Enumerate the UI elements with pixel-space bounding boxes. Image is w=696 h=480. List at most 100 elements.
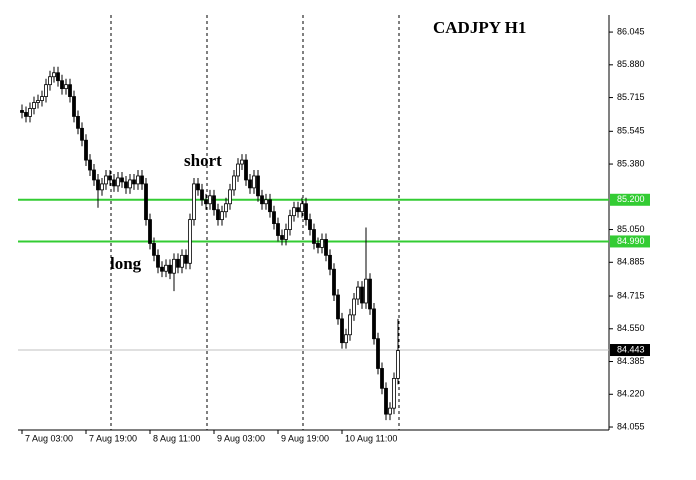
- candle-body: [368, 278, 372, 310]
- candle-body: [148, 219, 152, 244]
- candle-body: [36, 100, 40, 103]
- candle-body: [272, 211, 276, 224]
- candle-body: [144, 183, 148, 221]
- annotation: short: [184, 151, 222, 170]
- candle-body: [100, 183, 104, 191]
- candle-body: [56, 72, 60, 82]
- candle-body: [92, 169, 96, 181]
- candle-body: [332, 268, 336, 296]
- candle-body: [140, 175, 144, 185]
- candle-body: [104, 175, 108, 185]
- x-tick-label: 7 Aug 19:00: [89, 433, 137, 443]
- candle-body: [84, 139, 88, 161]
- chart-title: CADJPY H1: [433, 18, 526, 37]
- candle-body: [324, 239, 328, 256]
- candle-body: [164, 264, 168, 272]
- candle-body: [108, 175, 112, 181]
- candle-body: [72, 96, 76, 117]
- candle-body: [384, 387, 388, 415]
- y-tick-label: 84.885: [617, 257, 645, 267]
- candle-body: [268, 199, 272, 213]
- candle-body: [40, 96, 44, 101]
- candle-body: [212, 195, 216, 211]
- candle-body: [220, 211, 224, 221]
- x-tick-label: 9 Aug 03:00: [217, 433, 265, 443]
- candle-body: [192, 183, 196, 221]
- candle-body: [340, 318, 344, 344]
- candle-body: [76, 116, 80, 129]
- candle-body: [236, 163, 240, 177]
- candle-body: [276, 223, 280, 236]
- candle-body: [244, 159, 248, 181]
- candle-body: [224, 203, 228, 213]
- y-tick-label: 85.050: [617, 224, 645, 234]
- candle-body: [376, 338, 380, 369]
- candle-body: [32, 102, 36, 109]
- candle-body: [312, 229, 316, 244]
- level-label: 85.200: [617, 194, 645, 204]
- candle-body: [380, 368, 384, 389]
- candle-body: [260, 195, 264, 205]
- candle-body: [128, 179, 132, 189]
- candle-body: [304, 203, 308, 221]
- candle-body: [136, 175, 140, 185]
- candle-body: [80, 127, 84, 141]
- candle-body: [176, 258, 180, 268]
- candle-body: [280, 235, 284, 240]
- candle-body: [240, 159, 244, 165]
- x-tick-label: 8 Aug 11:00: [153, 433, 200, 443]
- x-tick-label: 10 Aug 11:00: [345, 433, 397, 443]
- candle-body: [184, 254, 188, 264]
- candle-body: [88, 159, 92, 171]
- candle-body: [292, 207, 296, 217]
- candle-body: [116, 177, 120, 187]
- candle-body: [96, 179, 100, 191]
- candle-body: [160, 266, 164, 272]
- candle-body: [388, 407, 392, 415]
- candle-body: [232, 175, 236, 191]
- level-label-box: [610, 193, 650, 206]
- candle-body: [360, 286, 364, 304]
- candle-body: [228, 189, 232, 205]
- candle-body: [188, 219, 192, 264]
- candle-body: [52, 72, 56, 78]
- candle-body: [300, 203, 304, 213]
- candle-body: [20, 110, 24, 113]
- x-tick-label: 7 Aug 03:00: [25, 433, 73, 443]
- y-tick-label: 84.055: [617, 421, 645, 431]
- y-tick-label: 84.220: [617, 389, 645, 399]
- candle-body: [28, 108, 32, 117]
- candle-body: [172, 258, 176, 274]
- level-label-box: [610, 235, 650, 248]
- candle-body: [352, 298, 356, 316]
- candle-body: [112, 179, 116, 187]
- candle-body: [60, 80, 64, 90]
- candle-body: [152, 243, 156, 256]
- candle-body: [296, 207, 300, 213]
- current-price-label: 84.443: [617, 344, 645, 354]
- candle-body: [24, 112, 28, 117]
- y-tick-label: 85.715: [617, 92, 645, 102]
- y-tick-label: 85.380: [617, 158, 645, 168]
- candle-body: [248, 179, 252, 189]
- candle-body: [364, 278, 368, 304]
- candle-body: [120, 177, 124, 183]
- candle-body: [168, 264, 172, 274]
- candle-body: [44, 84, 48, 97]
- candle-body: [196, 183, 200, 191]
- candle-body: [156, 254, 160, 268]
- candle-body: [308, 219, 312, 230]
- candle-body: [68, 84, 72, 97]
- annotation: long: [110, 254, 142, 273]
- candle-body: [396, 350, 400, 379]
- candle-body: [348, 314, 352, 336]
- candle-body: [204, 199, 208, 205]
- candle-body: [356, 286, 360, 300]
- x-tick-label: 9 Aug 19:00: [281, 433, 329, 443]
- current-price-box: [610, 344, 650, 357]
- candle-body: [316, 243, 320, 248]
- candle-body: [336, 294, 340, 320]
- candle-body: [208, 195, 212, 205]
- candle-body: [344, 334, 348, 344]
